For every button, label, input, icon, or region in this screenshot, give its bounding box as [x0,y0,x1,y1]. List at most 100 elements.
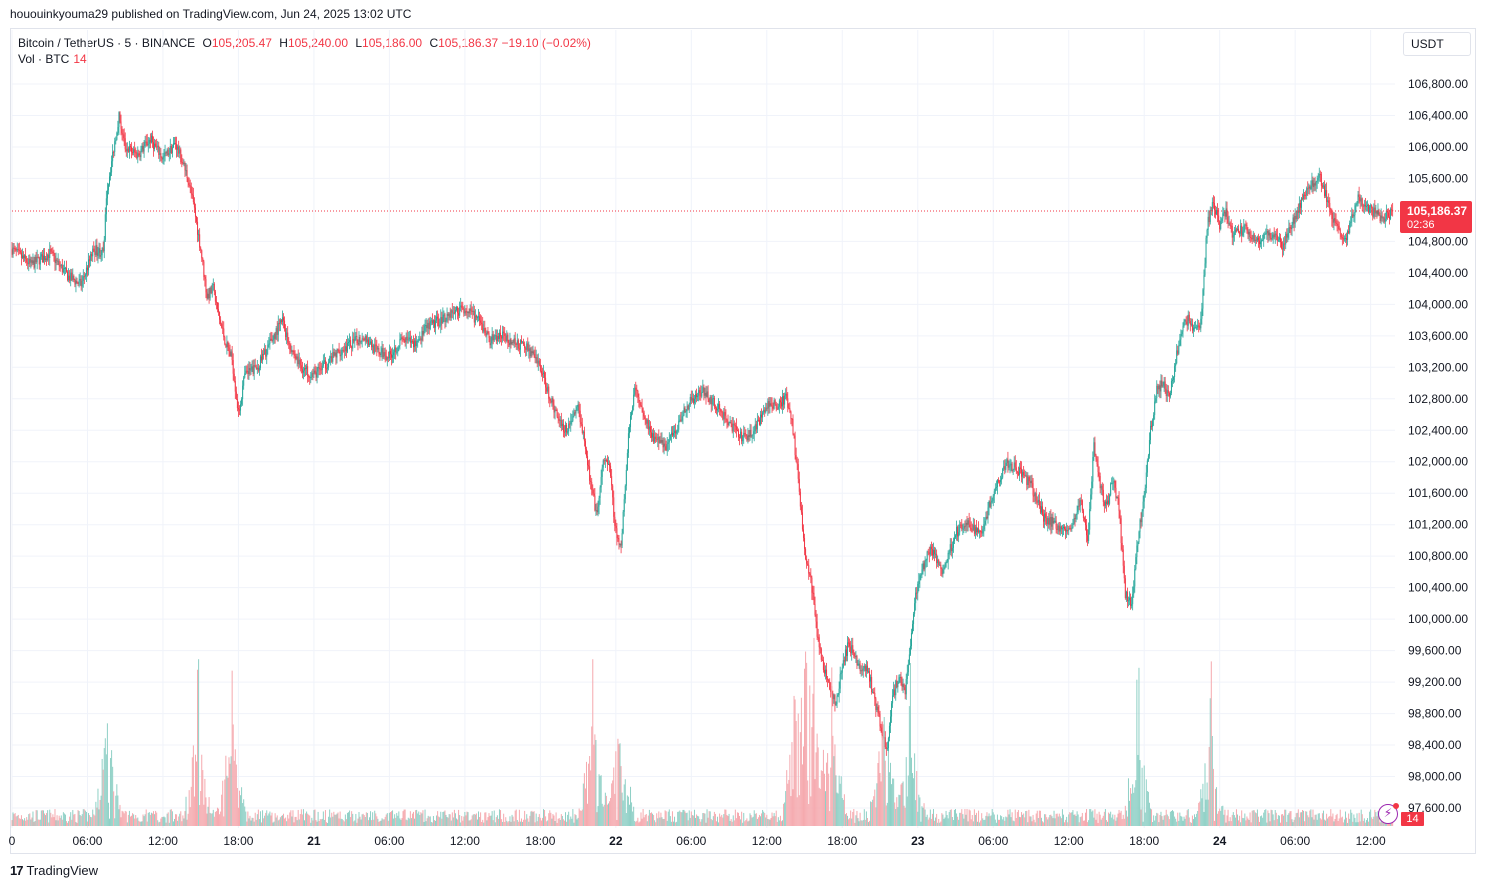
volume-bar [50,812,52,826]
volume-bar [644,814,646,826]
candle-body [1361,198,1363,206]
volume-bar [280,815,282,826]
volume-bar [252,817,254,826]
volume-bar [1339,809,1341,826]
tradingview-brand[interactable]: 17 TradingView [10,863,98,878]
candle-body [353,338,355,342]
volume-bar [692,815,694,826]
volume-bar [211,813,213,826]
candle-body [165,152,167,154]
candle-body [705,392,707,397]
candle-body [1293,217,1295,224]
volume-bar [1023,813,1025,826]
candle-body [1276,235,1278,241]
candle-body [1294,216,1296,224]
currency-button[interactable]: USDT [1403,32,1471,56]
volume-bar [362,813,364,826]
volume-bar [259,811,261,826]
candle-body [140,149,142,158]
candle-body [938,559,940,566]
candle-body [190,186,192,194]
candle-body [639,401,641,406]
y-tick-label: 101,200.00 [1408,518,1468,532]
candle-body [200,247,202,251]
volume-bar [1292,822,1294,826]
candle-body [942,569,944,575]
candle-body [865,665,867,672]
symbol-label[interactable]: Bitcoin / TetherUS · 5 · BINANCE [18,36,196,50]
candle-body [188,182,190,186]
candle-body [872,691,874,693]
candle-body [380,353,382,355]
candle-body [244,373,246,378]
volume-bar [151,813,153,826]
candle-body [1113,480,1115,483]
candle-body [334,352,336,356]
volume-bar [1049,814,1051,826]
volume-label[interactable]: Vol · BTC [18,52,70,66]
volume-bar [463,816,465,826]
volume-bar [773,813,775,826]
volume-bar [97,788,99,826]
candle-body [879,713,881,727]
volume-bar [945,810,947,826]
notification-dot [1393,803,1399,809]
candle-body [574,412,576,414]
volume-bar [1083,820,1085,826]
y-tick-label: 100,400.00 [1408,581,1468,595]
candle-body [131,146,133,153]
volume-bar [405,819,407,826]
candle-body [1005,462,1007,470]
candle-body [1055,520,1057,529]
volume-bar [108,818,110,826]
volume-bar [1036,810,1038,826]
candle-body [185,170,187,172]
candle-body [473,310,475,323]
candle-body [821,659,823,661]
volume-bar [559,819,561,826]
volume-bar [786,770,788,826]
volume-bar [78,811,80,826]
volume-bar [828,773,830,826]
candle-body [50,248,52,252]
candle-body [25,255,27,259]
volume-bar [784,802,786,826]
candle-body [946,561,948,563]
volume-bar [188,790,190,826]
volume-bar [971,815,973,826]
volume-bar [1157,813,1159,826]
volume-bar [254,812,256,826]
candle-body [683,407,685,416]
candle-body [546,387,548,392]
volume-bar [1185,815,1187,826]
volume-bar [346,812,348,826]
candle-body [285,328,287,338]
candle-body [514,338,516,344]
candle-body [1326,190,1328,203]
volume-bar [337,812,339,826]
candle-body [221,324,223,328]
volume-bar [299,814,301,826]
volume-bar [579,810,581,826]
candle-body [977,528,979,533]
flash-icon[interactable]: ⚡ [1378,804,1398,824]
volume-bar [1329,816,1331,826]
volume-bar [360,819,362,826]
candle-body [487,331,489,333]
volume-bar [893,778,895,826]
candle-body [897,682,899,688]
candle-body [444,314,446,322]
volume-bar [1361,814,1363,826]
volume-bar [794,699,796,826]
candle-body [918,580,920,584]
volume-bar [914,753,916,826]
volume-bar [1309,810,1311,826]
volume-bar [450,820,452,826]
volume-bar [485,812,487,826]
candle-body [569,423,571,425]
volume-bar [643,817,645,826]
candle-body [419,338,421,340]
candle-body [338,350,340,352]
volume-bar [156,812,158,826]
